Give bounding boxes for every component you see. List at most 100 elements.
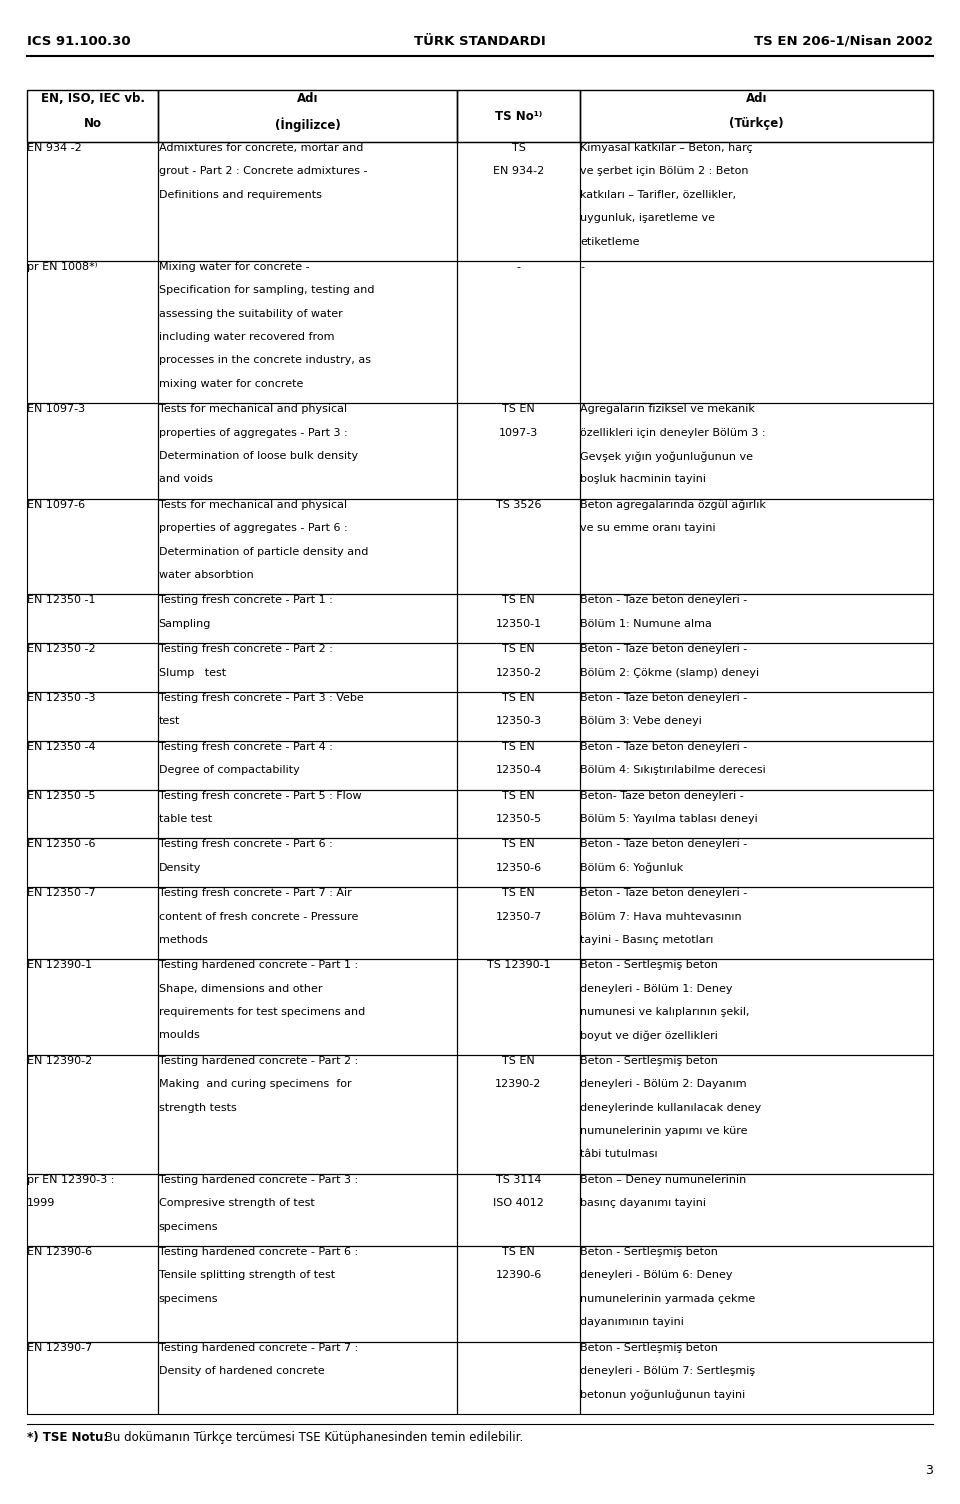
Bar [27, 90, 158, 141]
Bar [457, 741, 580, 790]
Bar [580, 960, 933, 1054]
Text: TS EN 206-1/Nisan 2002: TS EN 206-1/Nisan 2002 [755, 35, 933, 48]
Text: TS 12390-1: TS 12390-1 [487, 961, 550, 970]
Text: requirements for test specimens and: requirements for test specimens and [158, 1008, 365, 1017]
Text: Testing hardened concrete - Part 2 :: Testing hardened concrete - Part 2 : [158, 1056, 358, 1066]
Bar [27, 960, 158, 1054]
Bar [158, 790, 457, 838]
Text: Beton - Taze beton deneyleri -: Beton - Taze beton deneyleri - [580, 741, 747, 752]
Text: Beton - Taze beton deneyleri -: Beton - Taze beton deneyleri - [580, 839, 747, 850]
Text: 12350-2: 12350-2 [495, 668, 541, 678]
Text: EN 934 -2: EN 934 -2 [27, 143, 82, 153]
Text: EN 1097-6: EN 1097-6 [27, 499, 85, 510]
Bar [158, 887, 457, 960]
Text: Beton - Taze beton deneyleri -: Beton - Taze beton deneyleri - [580, 889, 747, 898]
Bar [580, 887, 933, 960]
Bar [457, 141, 580, 260]
Text: Tensile splitting strength of test: Tensile splitting strength of test [158, 1271, 335, 1280]
Bar [158, 741, 457, 790]
Text: EN 12350 -4: EN 12350 -4 [27, 741, 96, 752]
Text: strength tests: strength tests [158, 1102, 236, 1113]
Bar [158, 1342, 457, 1414]
Text: specimens: specimens [158, 1221, 218, 1232]
Bar [158, 644, 457, 692]
Text: specimens: specimens [158, 1293, 218, 1304]
Text: EN 12390-1: EN 12390-1 [27, 961, 92, 970]
Text: including water recovered from: including water recovered from [158, 332, 334, 341]
Text: ISO 4012: ISO 4012 [493, 1199, 544, 1208]
Text: Bölüm 7: Hava muhtevasının: Bölüm 7: Hava muhtevasının [580, 911, 742, 922]
Text: Gevşek yığın yoğunluğunun ve: Gevşek yığın yoğunluğunun ve [580, 451, 753, 462]
Text: -: - [516, 262, 520, 272]
Bar [158, 838, 457, 887]
Text: Beton - Sertleşmiş beton: Beton - Sertleşmiş beton [580, 1056, 718, 1066]
Text: numunelerinin yapımı ve küre: numunelerinin yapımı ve küre [580, 1126, 748, 1136]
Bar [158, 1245, 457, 1342]
Text: EN 12350 -2: EN 12350 -2 [27, 644, 96, 654]
Text: methods: methods [158, 935, 207, 945]
Text: Admixtures for concrete, mortar and: Admixtures for concrete, mortar and [158, 143, 363, 153]
Text: Testing fresh concrete - Part 1 :: Testing fresh concrete - Part 1 : [158, 596, 332, 606]
Text: Testing fresh concrete - Part 7 : Air: Testing fresh concrete - Part 7 : Air [158, 889, 351, 898]
Text: EN 12350 -6: EN 12350 -6 [27, 839, 96, 850]
Bar [580, 260, 933, 403]
Text: EN 12350 -3: EN 12350 -3 [27, 693, 96, 702]
Text: test: test [158, 716, 180, 726]
Text: TS EN: TS EN [502, 889, 535, 898]
Text: mixing water for concrete: mixing water for concrete [158, 379, 303, 390]
Bar [27, 499, 158, 594]
Text: Bölüm 3: Vebe deneyi: Bölüm 3: Vebe deneyi [580, 716, 702, 726]
Text: etiketleme: etiketleme [580, 236, 639, 247]
Bar [580, 790, 933, 838]
Text: tâbi tutulması: tâbi tutulması [580, 1149, 658, 1160]
Text: 12350-4: 12350-4 [495, 766, 541, 775]
Bar [457, 90, 580, 141]
Bar [158, 692, 457, 741]
Text: Bölüm 2: Çökme (slamp) deneyi: Bölüm 2: Çökme (slamp) deneyi [580, 668, 759, 678]
Text: deneyleri - Bölüm 1: Deney: deneyleri - Bölüm 1: Deney [580, 984, 732, 994]
Bar [457, 790, 580, 838]
Text: grout - Part 2 : Concrete admixtures -: grout - Part 2 : Concrete admixtures - [158, 167, 367, 176]
Bar [27, 741, 158, 790]
Bar [158, 141, 457, 260]
Bar [158, 594, 457, 644]
Bar [457, 960, 580, 1054]
Text: TS EN: TS EN [502, 791, 535, 800]
Text: 12350-6: 12350-6 [495, 863, 541, 872]
Text: Shape, dimensions and other: Shape, dimensions and other [158, 984, 323, 994]
Text: TÜRK STANDARDI: TÜRK STANDARDI [414, 35, 546, 48]
Bar [457, 1173, 580, 1245]
Text: Definitions and requirements: Definitions and requirements [158, 190, 322, 200]
Bar [457, 594, 580, 644]
Text: TS No¹⁾: TS No¹⁾ [495, 110, 542, 123]
Text: Density: Density [158, 863, 201, 872]
Bar [580, 594, 933, 644]
Text: ve su emme oranı tayini: ve su emme oranı tayini [580, 523, 716, 534]
Bar [158, 90, 457, 141]
Text: 12390-6: 12390-6 [495, 1271, 541, 1280]
Bar [580, 499, 933, 594]
Text: tayini - Basınç metotları: tayini - Basınç metotları [580, 935, 713, 945]
Text: Testing fresh concrete - Part 2 :: Testing fresh concrete - Part 2 : [158, 644, 332, 654]
Bar [580, 1342, 933, 1414]
Bar [580, 692, 933, 741]
Bar [580, 1054, 933, 1173]
Bar [27, 141, 158, 260]
Bar [457, 403, 580, 499]
Text: 1999: 1999 [27, 1199, 56, 1208]
Text: Bölüm 1: Numune alma: Bölüm 1: Numune alma [580, 618, 712, 629]
Text: Degree of compactability: Degree of compactability [158, 766, 300, 775]
Bar [27, 1245, 158, 1342]
Text: Testing fresh concrete - Part 3 : Vebe: Testing fresh concrete - Part 3 : Vebe [158, 693, 364, 702]
Text: Density of hardened concrete: Density of hardened concrete [158, 1366, 324, 1376]
Bar [158, 960, 457, 1054]
Text: Kimyasal katkılar – Beton, harç: Kimyasal katkılar – Beton, harç [580, 143, 753, 153]
Bar [580, 741, 933, 790]
Text: Testing hardened concrete - Part 6 :: Testing hardened concrete - Part 6 : [158, 1247, 358, 1257]
Text: Beton - Sertleşmiş beton: Beton - Sertleşmiş beton [580, 1247, 718, 1257]
Text: Bu dokümanın Türkçe tercümesi TSE Kütüphanesinden temin edilebilir.: Bu dokümanın Türkçe tercümesi TSE Kütüph… [101, 1430, 523, 1444]
Text: Beton - Sertleşmiş beton: Beton - Sertleşmiş beton [580, 961, 718, 970]
Text: TS EN: TS EN [502, 839, 535, 850]
Text: Mixing water for concrete -: Mixing water for concrete - [158, 262, 309, 272]
Text: ve şerbet için Bölüm 2 : Beton: ve şerbet için Bölüm 2 : Beton [580, 167, 749, 176]
